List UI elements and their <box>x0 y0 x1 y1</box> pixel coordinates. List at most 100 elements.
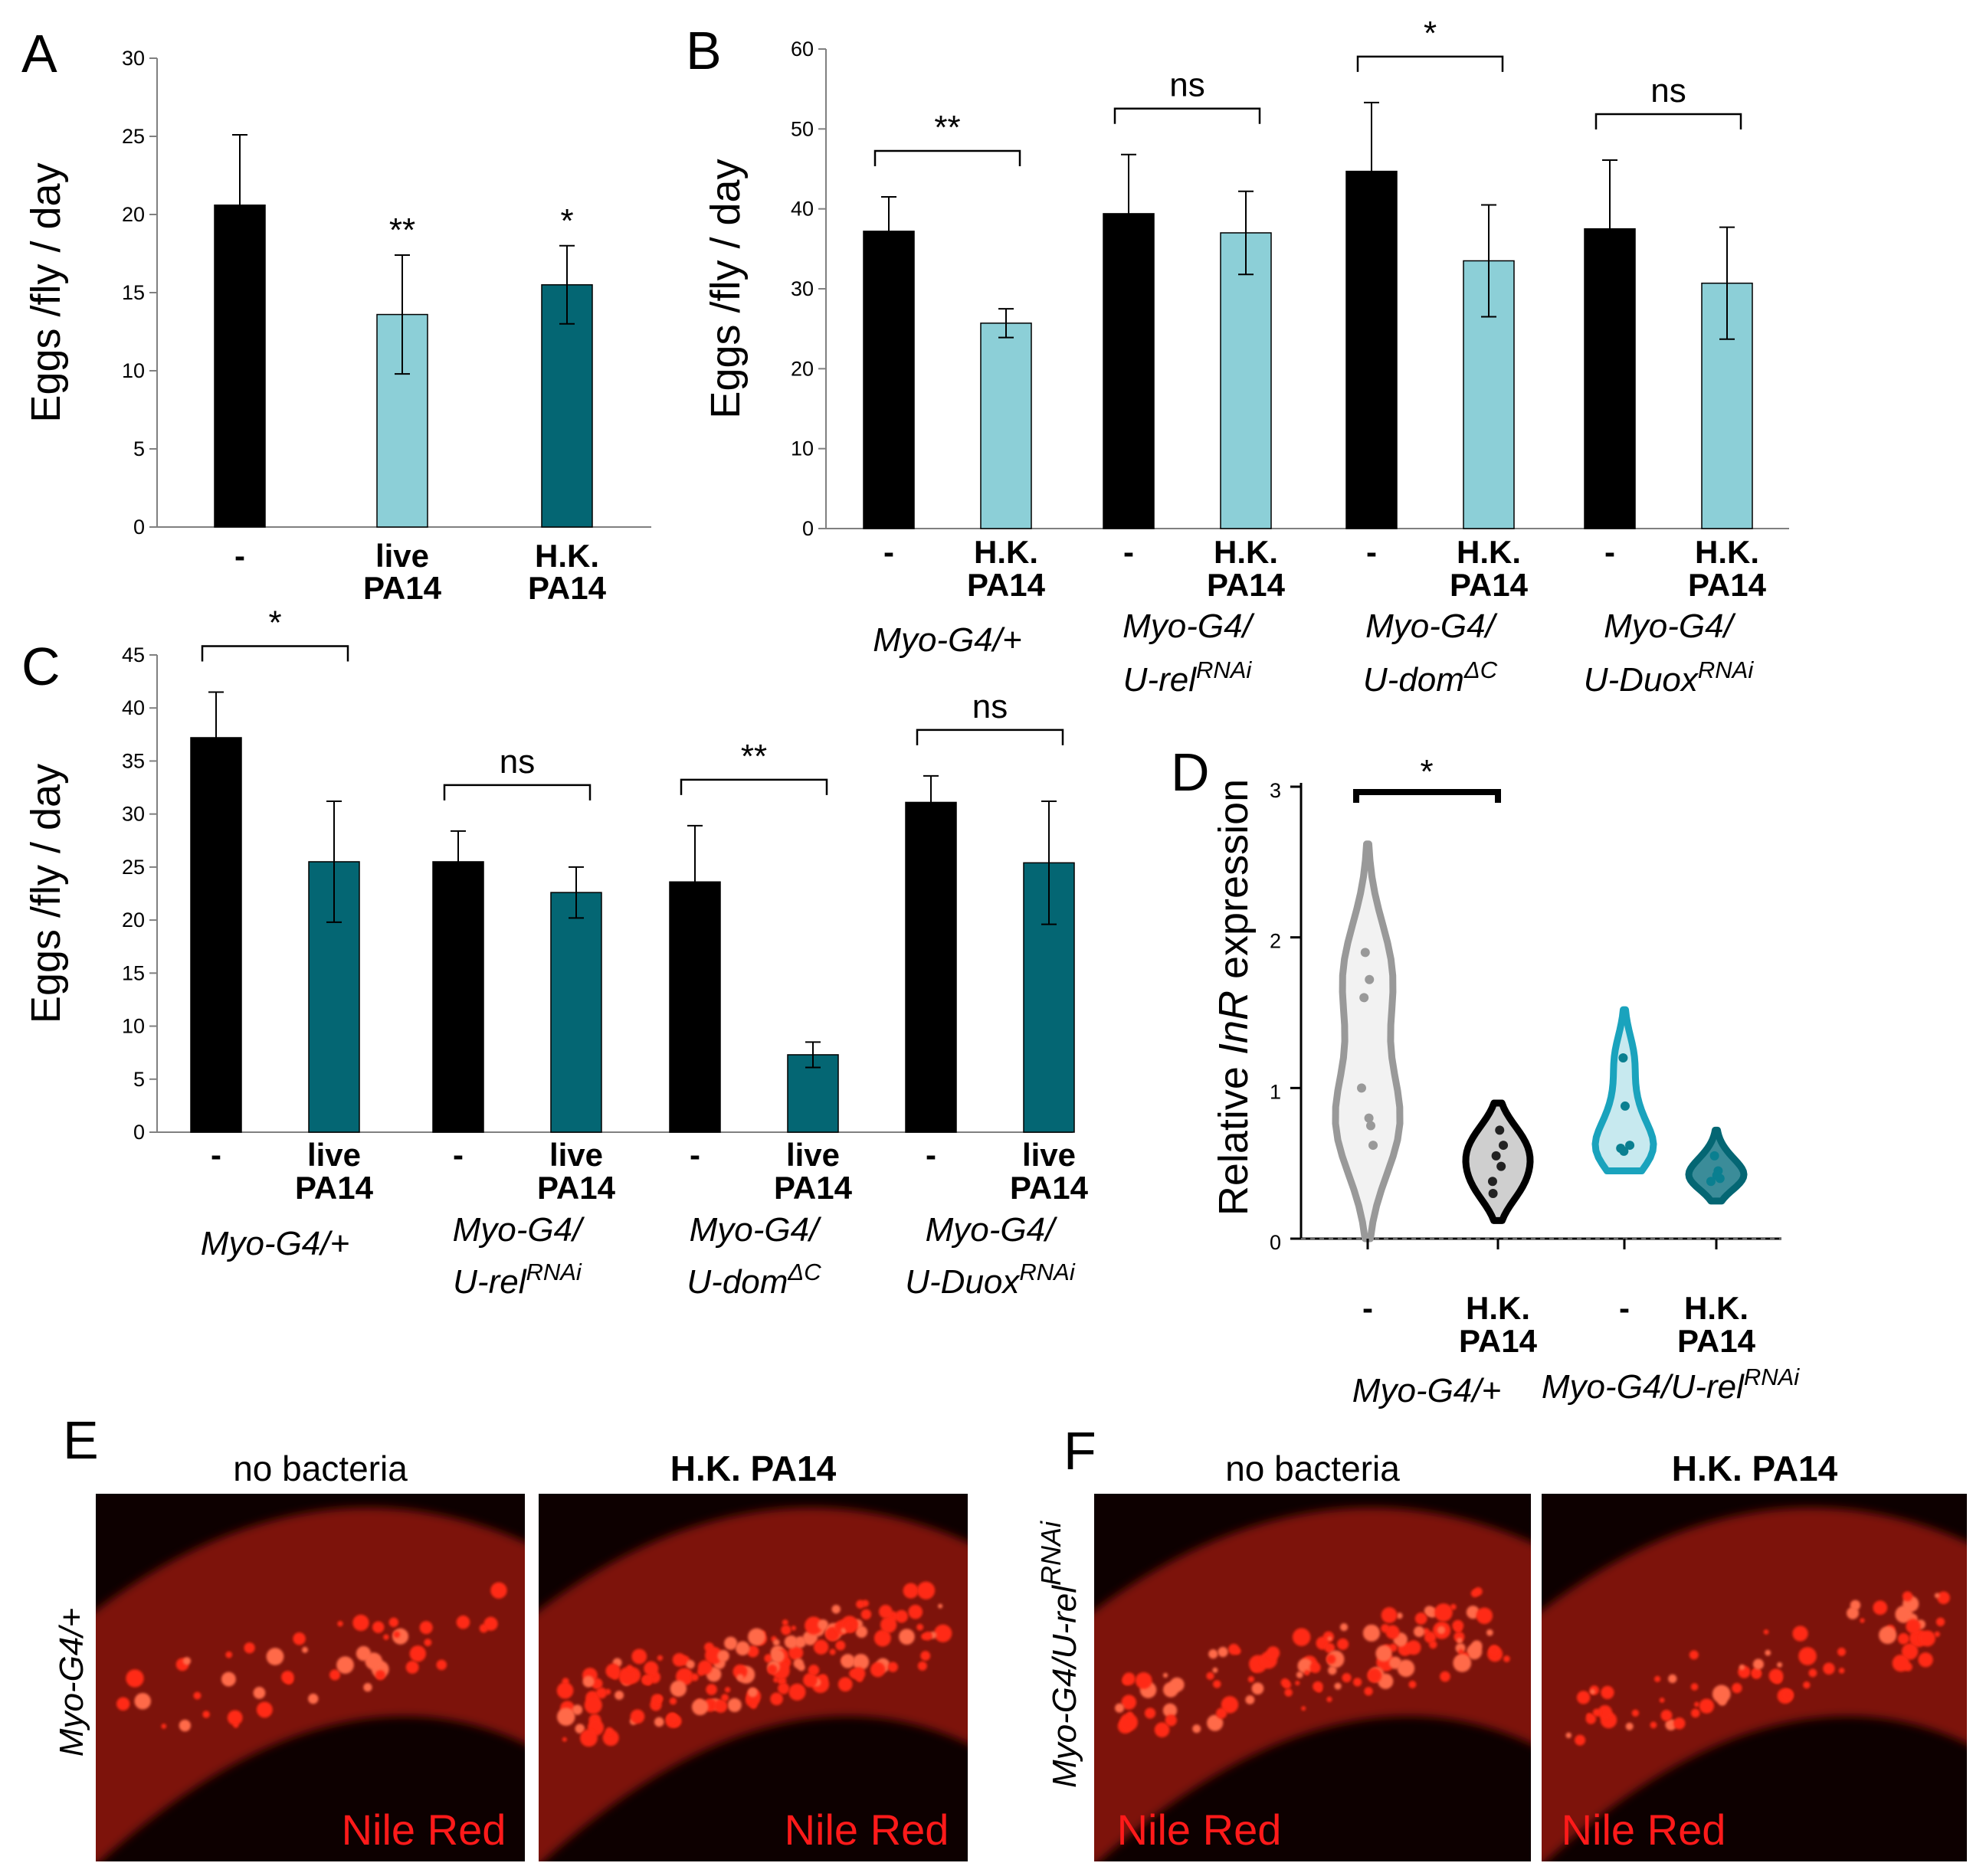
category-label-B: H.K. <box>974 534 1038 570</box>
micrograph-F-no-bacteria-lipid-droplet <box>1334 1682 1342 1690</box>
micrograph-E-hk-pa14-lipid-droplet <box>642 1675 653 1684</box>
micrograph-F-hk-pa14-lipid-droplet <box>1585 1714 1597 1724</box>
y-axis-title-A: Eggs /fly / day <box>23 162 69 422</box>
micrograph-F-hk-pa14-lipid-droplet <box>1689 1650 1699 1660</box>
significance-A: ** <box>389 211 415 249</box>
micrograph-E-hk-pa14-lipid-droplet <box>772 1639 780 1646</box>
micrograph-F-no-bacteria-lipid-droplet <box>1324 1642 1336 1654</box>
micrograph-E-hk-pa14-lipid-droplet <box>747 1687 758 1698</box>
micrograph-E-hk-pa14-lipid-droplet <box>579 1729 598 1747</box>
micrograph-F-hk-pa14-lipid-droplet <box>1798 1647 1817 1665</box>
micrograph-F-no-bacteria-lipid-droplet <box>1292 1628 1311 1646</box>
micrograph-F-hk-pa14-lipid-droplet <box>1850 1599 1861 1611</box>
genotype-label-C-base: U-dom <box>687 1263 788 1301</box>
micrograph-F-no-bacteria-lipid-droplet <box>1301 1706 1306 1711</box>
micrograph-F-no-bacteria-lipid-droplet <box>1362 1624 1381 1642</box>
micrograph-E-hk-pa14-lipid-droplet <box>727 1698 742 1713</box>
micrograph-E-no-bacteria-lipid-droplet <box>388 1617 399 1628</box>
y-axis-title-D: Relative InR expression <box>1211 779 1257 1216</box>
data-point-D-1 <box>1499 1141 1509 1151</box>
title-E-left: no bacteria <box>233 1449 408 1488</box>
title-E-right: H.K. PA14 <box>670 1449 837 1488</box>
genotype-label-B: Myo-G4/ <box>1365 607 1497 645</box>
micrograph-E-no-bacteria-lipid-droplet <box>424 1639 432 1647</box>
micrograph-E-no-bacteria-lipid-droplet <box>336 1656 354 1674</box>
micrograph-F-no-bacteria-lipid-droplet <box>1154 1722 1170 1738</box>
micrograph-F-hk-pa14-lipid-droplet <box>1777 1662 1783 1668</box>
micrograph-E-hk-pa14-lipid-droplet <box>934 1624 952 1642</box>
y-tick-label-C: 15 <box>122 961 145 984</box>
micrograph-F-no-bacteria-content <box>1094 1508 1531 1861</box>
micrograph-E-no-bacteria-lipid-droplet <box>281 1671 294 1684</box>
micrograph-F-hk-pa14-lipid-droplet <box>1768 1668 1784 1684</box>
category-label-C: - <box>926 1137 936 1173</box>
micrograph-E-hk-pa14-lipid-droplet <box>644 1661 659 1676</box>
micrograph-F-no-bacteria-lipid-droplet <box>1388 1643 1398 1652</box>
micrograph-F-hk-pa14-lipid-droplet <box>1934 1593 1940 1599</box>
micrograph-F-no-bacteria-lipid-droplet <box>1450 1603 1457 1610</box>
micrograph-F-no-bacteria-lipid-droplet <box>1212 1667 1218 1673</box>
genotype-label-C: Myo-G4/ <box>690 1211 821 1249</box>
micrograph-F-hk-pa14-lipid-droplet <box>1752 1668 1761 1678</box>
micrograph-F-hk-pa14-lipid-droplet <box>1803 1681 1811 1689</box>
micrograph-F-no-bacteria-lipid-droplet <box>1434 1603 1453 1622</box>
micrograph-F-no-bacteria-lipid-droplet <box>1213 1680 1221 1688</box>
micrograph-E-no-bacteria-lipid-droplet <box>116 1697 130 1711</box>
micrograph-E-hk-pa14-lipid-droplet <box>618 1667 637 1685</box>
micrograph-E-hk-pa14-lipid-droplet <box>605 1663 621 1679</box>
genotype-label-B: Myo-G4/ <box>1604 607 1735 645</box>
micrograph-F-hk-pa14-lipid-droplet <box>1892 1654 1910 1672</box>
category-label-C: PA14 <box>1010 1170 1089 1206</box>
micrograph-F-hk-pa14-lipid-droplet <box>1837 1647 1846 1656</box>
micrograph-F-no-bacteria-lipid-droplet <box>1123 1672 1136 1686</box>
micrograph-F-hk-pa14-lipid-droplet <box>1631 1709 1640 1717</box>
micrograph-E-hk-pa14-lipid-droplet <box>631 1648 647 1665</box>
group-C-2-significance: ** <box>741 738 767 775</box>
micrograph-E-hk-pa14-lipid-droplet <box>746 1645 759 1658</box>
genotype-label-C-base: U-Duox <box>905 1263 1021 1301</box>
micrograph-E-hk-pa14-lipid-droplet <box>686 1660 695 1669</box>
micrograph-E-hk-pa14-lipid-droplet <box>657 1655 664 1662</box>
micrograph-F-hk-pa14-lipid-droplet <box>1763 1629 1769 1635</box>
micrograph-F-hk-pa14-lipid-droplet <box>1598 1704 1613 1720</box>
micrograph-F-hk-pa14-lipid-droplet <box>1781 1688 1794 1701</box>
micrograph-E-hk-pa14-lipid-droplet <box>917 1661 927 1671</box>
micrograph-E-no-bacteria-lipid-droplet <box>161 1724 167 1729</box>
bar-B-0-0 <box>863 231 915 529</box>
micrograph-E-no-bacteria-lipid-droplet <box>337 1620 343 1627</box>
micrograph-F-no-bacteria-lipid-droplet <box>1284 1688 1293 1697</box>
micrograph-F-hk-pa14-lipid-droplet <box>1860 1618 1865 1623</box>
micrograph-F-hk-pa14-lipid-droplet <box>1897 1632 1909 1645</box>
micrograph-E-hk-pa14-lipid-droplet <box>630 1709 645 1724</box>
micrograph-E-hk-pa14-lipid-droplet <box>669 1697 677 1705</box>
genotype-label-D-superscript: RNAi <box>1744 1364 1800 1390</box>
micrograph-F-no-bacteria-lipid-droplet <box>1283 1681 1292 1689</box>
micrograph-E-no-bacteria-lipid-droplet <box>375 1670 385 1681</box>
micrograph-F-hk-pa14-lipid-droplet <box>1752 1658 1764 1670</box>
micrograph-E-hk-pa14-lipid-droplet <box>841 1628 847 1634</box>
micrograph-F-no-bacteria-lipid-droplet <box>1266 1646 1280 1660</box>
y-axis-title-part: expression <box>1211 779 1257 990</box>
micrograph-F-hk-pa14-content <box>1542 1508 1967 1861</box>
category-label-B: PA14 <box>1207 567 1286 603</box>
y-tick-label-C: 5 <box>133 1068 145 1091</box>
micrograph-F-hk-pa14-lipid-droplet <box>1650 1721 1657 1729</box>
y-tick-label-B: 0 <box>802 517 814 540</box>
group-C-1-significance: ns <box>500 743 535 781</box>
category-label-A: H.K. <box>535 538 599 574</box>
micrograph-E-hk-pa14-lipid-droplet <box>908 1604 923 1619</box>
micrograph-E-hk-pa14-lipid-droplet <box>831 1605 841 1614</box>
micrograph-E-hk-pa14-lipid-droplet <box>666 1712 678 1724</box>
micrograph-F-no-bacteria-lipid-droplet <box>1162 1681 1178 1698</box>
genotype-label-B-superscript: RNAi <box>1196 656 1252 683</box>
micrograph-F-no-bacteria-lipid-droplet <box>1115 1703 1125 1713</box>
group-B-2-bracket <box>1356 55 1504 72</box>
micrograph-E-hk-pa14-lipid-droplet <box>767 1665 778 1675</box>
micrograph-F-hk-pa14-lipid-droplet <box>1590 1689 1595 1694</box>
micrograph-E-no-bacteria-lipid-droplet <box>227 1710 243 1726</box>
data-point-D-3 <box>1706 1177 1716 1187</box>
micrograph-E-no-bacteria-lipid-droplet <box>365 1652 382 1670</box>
micrograph-F-no-bacteria-lipid-droplet <box>1309 1662 1321 1674</box>
micrograph-F-hk-pa14-lipid-droplet <box>1601 1685 1614 1700</box>
